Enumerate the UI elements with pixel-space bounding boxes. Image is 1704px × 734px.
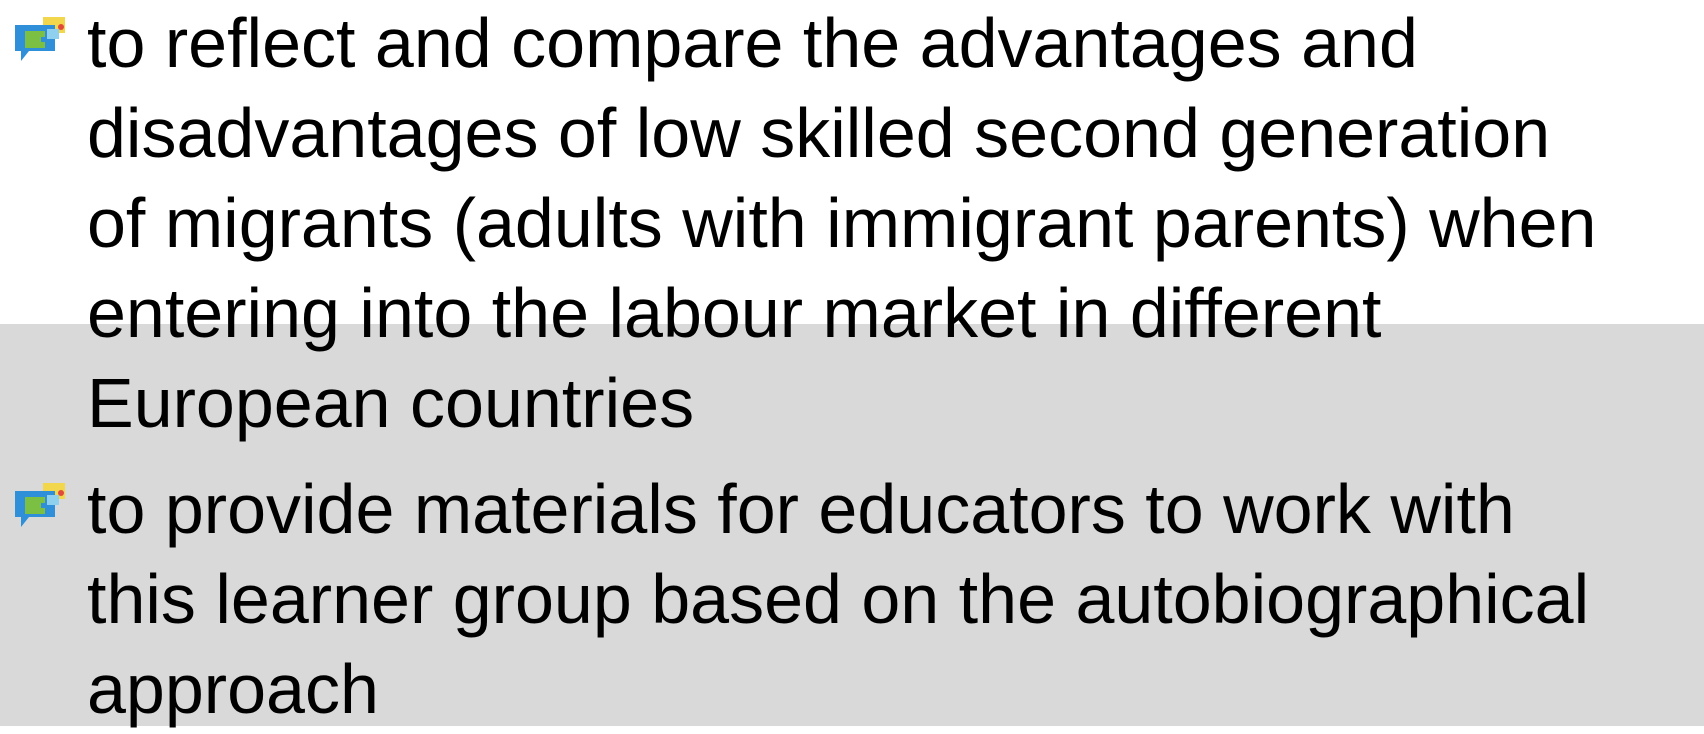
text-line: this learner group based on the autobiog… — [87, 560, 1590, 638]
bullet-icon — [13, 15, 69, 69]
text-line: of migrants (adults with immigrant paren… — [87, 184, 1597, 262]
bullet-text: to provide materials for educators to wo… — [87, 464, 1589, 734]
text-line: to provide materials for educators to wo… — [87, 470, 1515, 548]
text-line: to reflect and compare the advantages an… — [87, 4, 1418, 82]
text-line: European countries — [87, 364, 695, 442]
text-line: approach — [87, 650, 379, 728]
background-band — [0, 324, 1704, 726]
text-line: disadvantages of low skilled second gene… — [87, 94, 1551, 172]
bullet-text: to reflect and compare the advantages an… — [87, 0, 1596, 448]
text-line: entering into the labour market in diffe… — [87, 274, 1382, 352]
bullet-icon — [13, 481, 69, 535]
